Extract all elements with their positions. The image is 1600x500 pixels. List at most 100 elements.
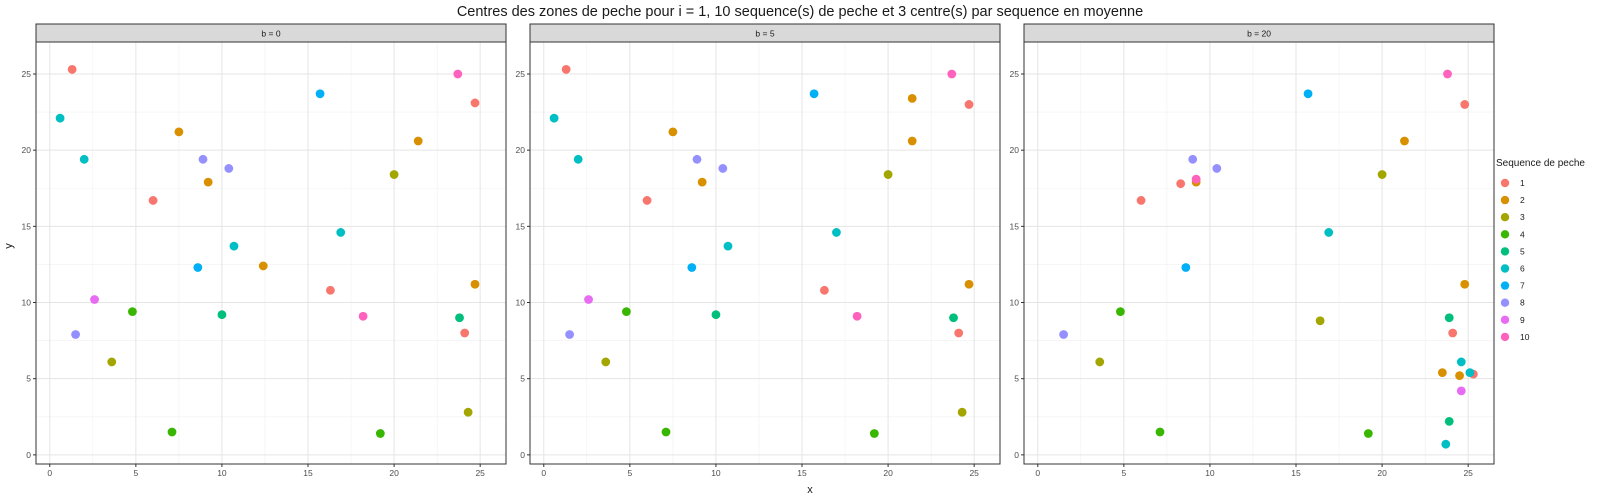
- legend-label: 8: [1520, 298, 1525, 308]
- legend-key: [1500, 298, 1510, 307]
- data-point: [1155, 427, 1165, 437]
- facet-panel: b = 20 0 5 10 15 20 25 0 5 10 15 20 25: [1010, 23, 1495, 478]
- y-tick-label: 5: [26, 374, 31, 384]
- data-point: [470, 279, 480, 289]
- x-tick-label: 25: [969, 468, 979, 478]
- data-point: [668, 127, 678, 137]
- data-point: [692, 154, 702, 164]
- y-tick-label: 15: [516, 221, 526, 231]
- data-point: [622, 307, 631, 317]
- y-tick-label: 15: [1010, 221, 1020, 231]
- data-point: [1443, 69, 1452, 79]
- data-point: [947, 69, 957, 79]
- y-tick-label: 20: [516, 145, 526, 155]
- legend-label: 10: [1520, 332, 1530, 342]
- data-point: [1191, 174, 1201, 184]
- y-tick-label: 25: [22, 69, 32, 79]
- data-point: [964, 100, 974, 109]
- legend-title: Sequence de peche: [1496, 158, 1585, 169]
- data-point: [687, 263, 697, 272]
- y-tick-label: 10: [22, 298, 32, 308]
- data-point: [1059, 330, 1068, 339]
- data-point: [453, 69, 463, 79]
- legend-key: [1500, 332, 1510, 342]
- data-point: [1400, 136, 1409, 146]
- data-point: [549, 113, 559, 123]
- data-point: [1363, 429, 1373, 438]
- legend-label: 4: [1520, 229, 1525, 239]
- legend-label: 1: [1520, 178, 1525, 188]
- y-tick-label: 25: [516, 69, 526, 79]
- data-point: [1437, 368, 1447, 377]
- y-axis-title: y: [3, 243, 15, 249]
- x-tick-label: 15: [797, 468, 807, 478]
- data-point: [1116, 307, 1125, 317]
- data-point: [198, 154, 208, 164]
- y-tick-label: 20: [22, 145, 32, 155]
- x-tick-label: 20: [883, 468, 893, 478]
- y-tick-label: 20: [1010, 145, 1020, 155]
- x-tick-label: 5: [627, 468, 632, 478]
- y-tick-label: 0: [1014, 450, 1019, 460]
- data-point: [358, 311, 368, 321]
- x-tick-label: 0: [1035, 468, 1040, 478]
- y-tick-label: 0: [26, 450, 31, 460]
- data-point: [832, 228, 841, 237]
- data-point: [711, 310, 721, 320]
- data-point: [1324, 228, 1334, 237]
- data-point: [229, 241, 239, 251]
- data-point: [325, 285, 335, 295]
- data-point: [573, 154, 583, 164]
- legend-label: 2: [1520, 195, 1525, 205]
- data-point: [1212, 164, 1222, 173]
- legend-key: [1500, 281, 1510, 290]
- legend-key: [1500, 195, 1510, 205]
- legend-label: 9: [1520, 315, 1525, 325]
- x-tick-label: 0: [47, 468, 52, 478]
- x-tick-label: 20: [389, 468, 399, 478]
- plot-background: [36, 42, 506, 464]
- x-tick-label: 25: [1463, 468, 1473, 478]
- legend-key: [1500, 315, 1510, 324]
- x-tick-label: 20: [1377, 468, 1387, 478]
- data-point: [964, 279, 974, 289]
- data-point: [1377, 170, 1387, 179]
- data-point: [1455, 371, 1464, 381]
- chart-title: Centres des zones de peche pour i = 1, 1…: [457, 4, 1143, 20]
- y-tick-label: 25: [1010, 69, 1020, 79]
- data-point: [949, 313, 958, 323]
- data-point: [148, 196, 158, 205]
- data-point: [90, 295, 99, 304]
- data-point: [460, 328, 470, 338]
- data-point: [718, 164, 728, 173]
- x-tick-label: 25: [475, 468, 485, 478]
- legend-label: 7: [1520, 281, 1525, 291]
- y-tick-label: 0: [520, 450, 525, 460]
- data-point: [1460, 100, 1470, 109]
- data-point: [723, 241, 733, 251]
- facet-strip-label: b = 20: [1247, 29, 1271, 39]
- x-tick-label: 10: [217, 468, 227, 478]
- legend: Sequence de peche 1 2 3 4 5 6 7 8 9 10: [1496, 158, 1585, 342]
- data-point: [455, 313, 464, 323]
- data-point: [413, 136, 423, 146]
- data-point: [1181, 263, 1191, 272]
- panel-border: [1023, 41, 1495, 465]
- data-point: [907, 136, 917, 146]
- x-tick-label: 10: [711, 468, 721, 478]
- data-point: [174, 127, 184, 137]
- data-point: [224, 164, 234, 173]
- data-point: [1444, 416, 1454, 426]
- data-point: [1188, 154, 1198, 164]
- x-tick-label: 15: [303, 468, 313, 478]
- legend-label: 5: [1520, 246, 1525, 256]
- data-point: [869, 429, 879, 438]
- facet-strip-label: b = 5: [755, 29, 774, 39]
- data-point: [193, 263, 203, 272]
- legend-label: 6: [1520, 264, 1525, 274]
- y-tick-label: 15: [22, 221, 32, 231]
- data-point: [883, 170, 893, 179]
- x-tick-label: 0: [541, 468, 546, 478]
- legend-key: [1500, 213, 1510, 222]
